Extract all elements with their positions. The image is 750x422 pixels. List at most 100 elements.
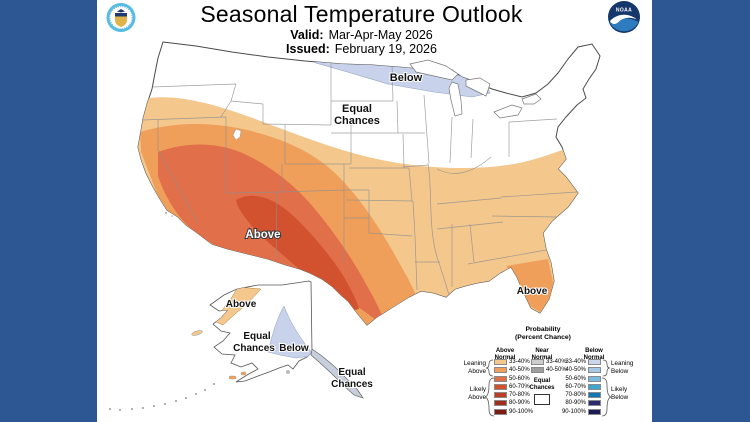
brace-likely-below (601, 377, 612, 417)
label-ak-se-equal-2: Chances (331, 379, 373, 390)
legend-row: 40-50% (494, 367, 533, 374)
legend-header-below: Below Normal (583, 348, 605, 361)
florida-above-region (506, 259, 553, 312)
alaska-above-region (213, 286, 262, 326)
label-ak-equal-1: Equal (243, 331, 270, 342)
legend-swatch (494, 375, 507, 382)
legend-row: 70-80% (494, 392, 533, 399)
legend-swatch (588, 400, 601, 407)
legend-swatch (531, 359, 544, 365)
seal-eagle (117, 9, 125, 13)
above-60-70-region (236, 195, 359, 311)
commerce-seal-logo (106, 3, 136, 32)
lake-superior (409, 59, 459, 81)
seal-shield-chief (115, 13, 127, 17)
state-borders (141, 61, 578, 296)
noaa-gull-icon (610, 14, 637, 25)
legend-braces (484, 359, 612, 417)
legend-row: 33-40% (560, 359, 601, 365)
legend-swatch (494, 392, 507, 399)
legend-swatch (588, 408, 601, 415)
legend-swatch (588, 383, 601, 390)
st-lawrence-island (191, 330, 203, 336)
legend-title: Probability (Percent Chance) (488, 326, 598, 341)
legend-likely-above: Likely Above (468, 386, 486, 401)
great-lakes (409, 59, 542, 119)
map-labels: Below Equal Chances Above Above Above Eq… (225, 71, 549, 391)
label-conus-equal-1: Equal (342, 103, 372, 115)
brace-leaning-below (602, 359, 611, 377)
legend-near-column: 33-40% 40-50% (531, 359, 567, 376)
lake-ontario (521, 93, 542, 105)
issued-value: February 19, 2026 (334, 41, 437, 56)
legend-swatch (494, 367, 507, 374)
noaa-logo-text: NOAA (616, 8, 632, 14)
legend-row: 90-100% (494, 408, 533, 415)
legend-title-line1: Probability (525, 326, 561, 333)
noaa-logo: NOAA (608, 1, 640, 33)
valid-line: Valid: Mar-Apr-May 2026 (97, 29, 626, 42)
legend-row: 33-40% (494, 359, 533, 365)
conus-probability-regions (138, 58, 600, 325)
legend-row: 33-40% (531, 359, 567, 365)
alaska-map (109, 280, 364, 411)
legend-swatch (588, 367, 601, 374)
legend-equal-chances: Equal Chances (522, 378, 562, 405)
label-ak-below: Below (279, 343, 309, 354)
probability-legend: Probability (Percent Chance) Above Norma… (448, 326, 656, 422)
label-ak-above: Above (226, 299, 257, 310)
page-title: Seasonal Temperature Outlook (200, 1, 523, 27)
legend-swatch (588, 359, 601, 365)
legend-swatch (494, 408, 507, 415)
legend-leaning-above: Leaning Above (463, 360, 486, 375)
legend-header-near: Near Normal (531, 348, 553, 361)
legend-swatch (531, 367, 544, 374)
legend-row: 60-70% (560, 383, 601, 390)
legend-below-column: 33-40% 40-50% 50-60% 60-70% 70-80% 80-90… (560, 359, 601, 417)
seal-text-ring (109, 6, 133, 29)
legend-row: 40-50% (531, 367, 567, 374)
legend-row: 90-100% (560, 408, 601, 415)
header: Seasonal Temperature Outlook Valid: Mar-A… (97, 0, 652, 55)
label-ak-se-equal-1: Equal (338, 367, 365, 378)
legend-swatch (494, 400, 507, 407)
alaska-below-region (267, 305, 312, 359)
channel-islands (165, 212, 173, 217)
label-ak-equal-2: Chances (233, 343, 275, 354)
great-salt-lake (232, 128, 242, 141)
legend-row: 70-80% (560, 392, 601, 399)
legend-header-above: Above Normal (494, 348, 516, 361)
issued-label: Issued: (286, 41, 330, 56)
legend-row: 40-50% (560, 367, 601, 374)
label-conus-above-sw: Above (245, 229, 280, 241)
label-conus-above-fl: Above (517, 286, 548, 297)
label-conus-equal-2: Chances (334, 115, 380, 127)
issued-line: Issued: February 19, 2026 (97, 41, 626, 56)
valid-label: Valid: (290, 28, 324, 42)
brace-leaning-above (485, 359, 494, 377)
alaska-panhandle (310, 348, 364, 399)
legend-row: 60-70% (494, 383, 533, 390)
alaska-probability-regions (213, 286, 312, 359)
equal-chances-swatch (534, 394, 550, 405)
conus-map (137, 41, 601, 326)
aleutian-islands (109, 370, 290, 411)
legend-row: 80-90% (560, 400, 601, 407)
legend-swatch (494, 359, 507, 365)
legend-title-line2: (Percent Chance) (515, 333, 571, 341)
lake-huron (465, 77, 491, 97)
legend-swatch (588, 392, 601, 399)
lake-michigan (448, 81, 463, 117)
legend-swatch (494, 383, 507, 390)
legend-leaning-below: Leaning Below (611, 360, 634, 375)
legend-swatch (588, 375, 601, 382)
legend-row: 50-60% (494, 375, 533, 382)
legend-row: 80-90% (494, 400, 533, 407)
brace-likely-above (484, 377, 495, 417)
label-conus-below: Below (390, 72, 423, 84)
legend-likely-below: Likely Below (611, 386, 629, 401)
legend-row: 50-60% (560, 375, 601, 382)
valid-value: Mar-Apr-May 2026 (328, 28, 433, 42)
legend-above-column: 33-40% 40-50% 50-60% 60-70% 70-80% 80-90… (494, 359, 533, 417)
